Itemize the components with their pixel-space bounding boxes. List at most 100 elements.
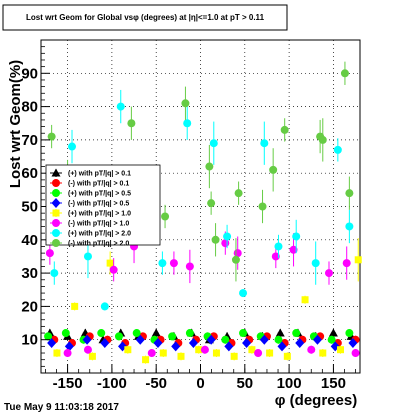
data-point: [258, 202, 267, 211]
data-point: [45, 249, 54, 258]
data-point: [266, 349, 274, 357]
data-point: [97, 329, 106, 338]
data-point: [88, 352, 96, 360]
data-point: [183, 119, 192, 128]
data-point: [68, 142, 77, 151]
data-point: [260, 139, 269, 148]
data-point: [185, 262, 194, 271]
legend-label: (-) with pT/|q| > 0.1: [68, 181, 129, 188]
data-point: [153, 338, 163, 349]
data-point: [207, 199, 216, 208]
data-point: [211, 235, 220, 244]
data-point: [158, 259, 167, 268]
data-point: [248, 346, 256, 354]
legend-label: (-) with pT/|q| > 0.5: [68, 201, 129, 208]
data-point: [109, 265, 118, 274]
data-point: [82, 334, 92, 345]
x-tick-label: 100: [277, 375, 302, 392]
data-point: [307, 345, 316, 354]
legend-label: (+) with pT/|q| > 0.1: [68, 171, 131, 178]
data-point: [209, 139, 218, 148]
x-tick-label: -100: [97, 375, 127, 392]
data-point: [327, 335, 336, 344]
data-point: [280, 125, 289, 134]
legend-marker: [52, 209, 60, 217]
data-point: [345, 329, 354, 338]
y-tick-label: 40: [21, 232, 38, 249]
data-point: [159, 349, 167, 357]
data-point: [124, 346, 132, 354]
data-point: [274, 335, 283, 344]
data-point: [277, 341, 287, 352]
legend-marker: [52, 219, 60, 227]
data-point: [312, 334, 322, 345]
y-axis-title: Lost wrt Geom(%): [7, 60, 24, 188]
x-tick-label: 0: [196, 375, 204, 392]
data-point: [259, 334, 269, 345]
data-point: [292, 232, 301, 241]
data-point: [116, 102, 125, 111]
data-point: [345, 222, 354, 231]
legend-marker: [52, 179, 60, 187]
y-tick-label: 50: [21, 199, 38, 216]
data-point: [328, 328, 338, 337]
y-tick-label: 80: [21, 99, 38, 116]
data-point: [151, 328, 161, 337]
data-point: [234, 189, 243, 198]
data-point: [44, 332, 53, 341]
data-point: [205, 162, 214, 171]
data-point: [324, 269, 333, 278]
x-tick-label: 50: [236, 375, 253, 392]
data-point: [271, 252, 280, 261]
data-point: [132, 329, 141, 338]
legend-box: [45, 164, 161, 246]
legend-label: (+) with pT/|q| > 0.5: [68, 191, 131, 198]
data-point: [224, 341, 234, 352]
data-point: [114, 332, 123, 341]
data-point: [142, 356, 150, 364]
data-point: [168, 332, 177, 341]
y-tick-label: 60: [21, 165, 38, 182]
data-point: [200, 345, 209, 354]
data-point: [63, 349, 72, 358]
data-point: [221, 335, 230, 344]
data-point: [195, 346, 203, 354]
data-point: [319, 349, 327, 357]
chart-title: Lost wrt Geom for Global vsφ (degrees) a…: [26, 13, 265, 22]
data-point: [185, 329, 194, 338]
data-point: [61, 329, 70, 338]
data-point: [100, 302, 109, 311]
data-point: [337, 346, 345, 354]
data-point: [169, 259, 178, 268]
data-point: [231, 255, 240, 264]
legend-marker: [52, 189, 60, 197]
data-point: [212, 349, 220, 357]
legend-marker: [52, 229, 60, 237]
legend-marker: [52, 239, 60, 247]
legend-label: (+) with pT/|q| > 1.0: [68, 211, 131, 218]
data-point: [274, 242, 283, 251]
data-point: [230, 352, 238, 360]
data-point: [295, 338, 305, 349]
data-point: [223, 232, 232, 241]
data-point: [83, 345, 92, 354]
data-point: [292, 329, 301, 338]
data-point: [127, 119, 136, 128]
data-point: [242, 338, 252, 349]
data-point: [206, 334, 216, 345]
data-point: [64, 341, 74, 352]
legend: (+) with pT/|q| > 0.1 (-) with pT/|q| > 0…: [45, 164, 161, 248]
legend-marker: [51, 168, 61, 177]
data-point: [239, 289, 248, 298]
data-point: [188, 338, 198, 349]
data-point: [71, 302, 79, 310]
axis-ticks: -150 -100 -50 0 50 100 150 10 20 30 40 50 60 70 80 90: [21, 46, 356, 392]
legend-label: (-) with pT/|q| > 1.0: [68, 221, 129, 228]
y-tick-label: 30: [21, 265, 38, 282]
x-tick-label: -50: [145, 375, 167, 392]
legend-label: (+) with pT/|q| > 2.0: [68, 231, 131, 238]
x-tick-label: -150: [53, 375, 83, 392]
data-point: [147, 349, 156, 358]
data-point: [47, 132, 56, 141]
